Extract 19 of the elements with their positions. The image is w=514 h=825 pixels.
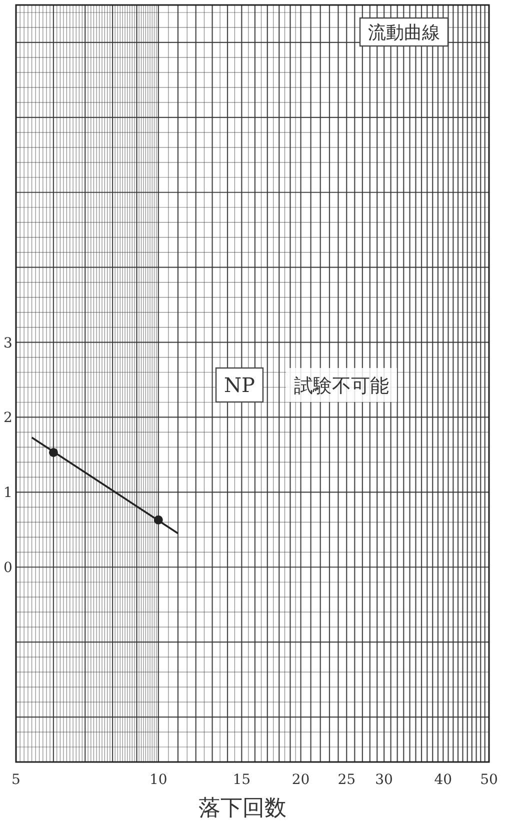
x-tick-label: 10 — [149, 772, 168, 788]
annotation: 試験不可能 — [286, 368, 397, 402]
x-axis-title: 落下回数 — [198, 796, 286, 821]
annotation: 試験不可能 — [294, 374, 389, 397]
annotation: 流動曲線 — [359, 17, 449, 47]
x-tick-label: 20 — [292, 772, 310, 788]
x-tick-label: 50 — [480, 772, 498, 788]
x-tick-label: 30 — [375, 772, 393, 788]
annotation: NP — [215, 367, 264, 403]
annotation: NP — [224, 373, 255, 398]
y-tick-label: 0 — [4, 560, 12, 576]
y-tick-label: 2 — [4, 410, 12, 426]
x-tick-label: 5 — [12, 772, 20, 788]
x-tick-label: 25 — [338, 772, 356, 788]
y-tick-label: 1 — [4, 485, 12, 502]
x-tick-label: 40 — [434, 772, 452, 788]
y-tick-label: 3 — [4, 335, 12, 352]
x-tick-label: 15 — [232, 772, 251, 788]
annotation: 流動曲線 — [368, 22, 440, 44]
